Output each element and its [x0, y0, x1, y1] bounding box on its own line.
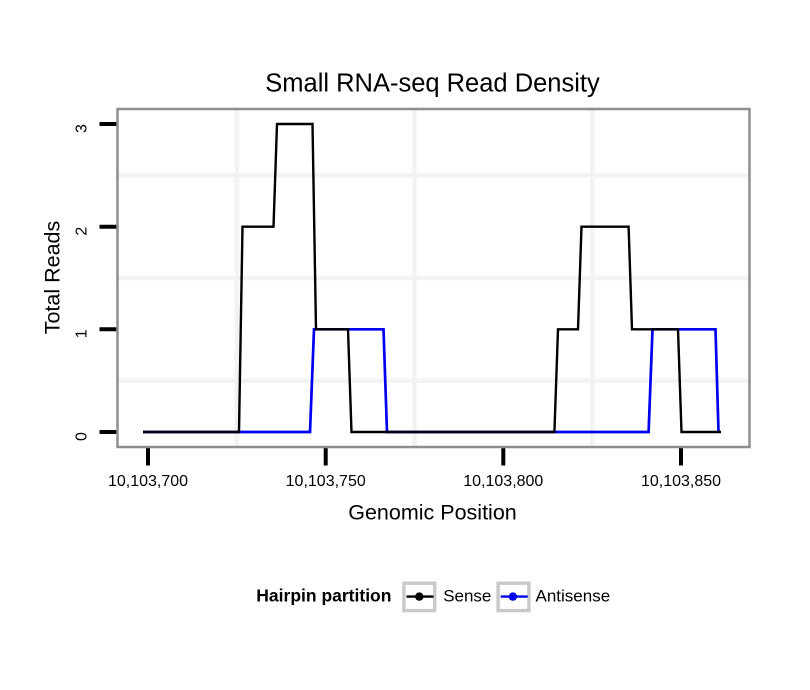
svg-text:10,103,800: 10,103,800	[463, 473, 543, 490]
svg-text:0: 0	[74, 432, 91, 441]
svg-text:2: 2	[74, 227, 91, 236]
svg-text:10,103,850: 10,103,850	[641, 473, 721, 490]
svg-text:Total Reads: Total Reads	[41, 221, 65, 335]
svg-text:10,103,700: 10,103,700	[108, 473, 188, 490]
svg-text:Genomic Position: Genomic Position	[348, 501, 517, 525]
svg-text:10,103,750: 10,103,750	[286, 473, 366, 490]
svg-text:Sense: Sense	[443, 587, 491, 606]
svg-text:Small RNA-seq Read Density: Small RNA-seq Read Density	[265, 70, 600, 98]
svg-text:1: 1	[74, 329, 91, 338]
svg-text:3: 3	[74, 124, 91, 133]
svg-text:Antisense: Antisense	[536, 587, 611, 606]
svg-text:Hairpin partition: Hairpin partition	[256, 586, 391, 606]
